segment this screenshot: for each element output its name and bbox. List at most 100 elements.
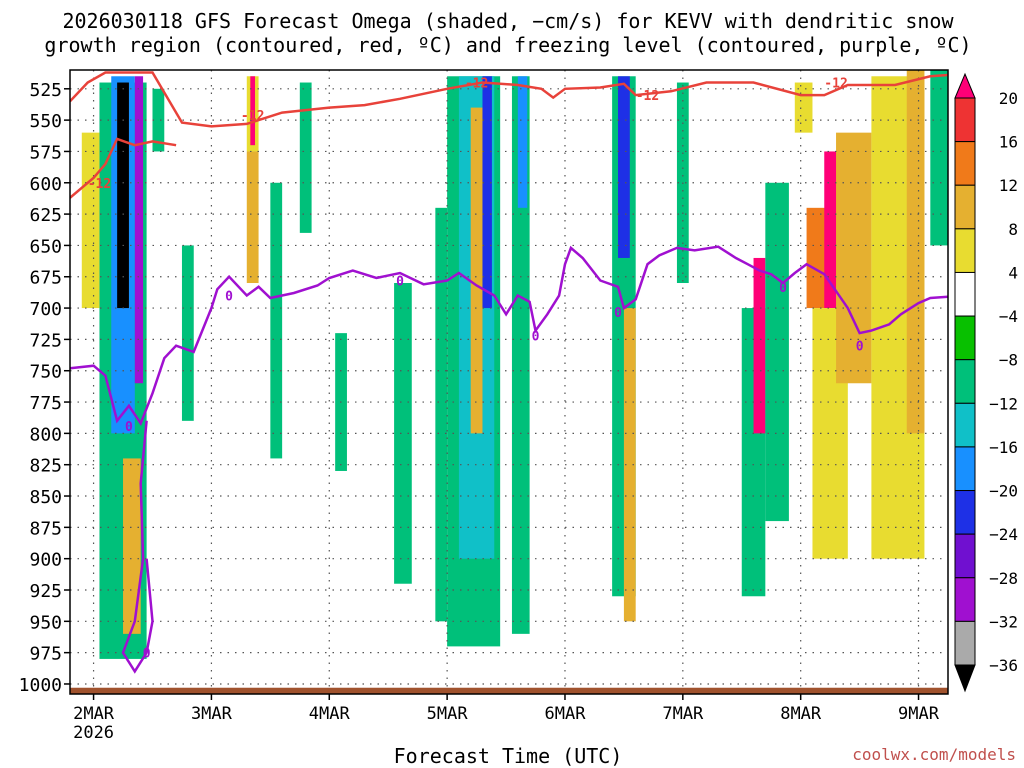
- dgz-contour-label: -12: [88, 177, 111, 192]
- colorbar-label: −24: [989, 525, 1018, 544]
- omega-region: [246, 151, 259, 284]
- y-tick-label: 550: [29, 111, 62, 132]
- omega-region: [435, 207, 448, 622]
- colorbar-swatch: [954, 402, 976, 448]
- colorbar-swatch: [954, 359, 976, 404]
- colorbar-label: 16: [999, 133, 1018, 152]
- omega-region: [81, 132, 100, 309]
- dgz-contour-label: -12: [241, 109, 264, 124]
- omega-region: [906, 70, 925, 434]
- x-tick-year-label: 2026: [73, 723, 114, 743]
- x-tick-label: 2MAR: [73, 704, 115, 724]
- omega-region: [250, 76, 256, 146]
- omega-region: [794, 82, 813, 133]
- colorbar-label: 20: [999, 89, 1018, 108]
- x-tick-label: 4MAR: [309, 704, 351, 724]
- freezing-contour-label: 0: [614, 306, 622, 321]
- colorbar-label: −8: [999, 351, 1018, 370]
- omega-region: [511, 76, 530, 634]
- x-tick-label: 3MAR: [191, 704, 233, 724]
- omega-region: [618, 76, 630, 258]
- plot-area: -12 -12 -12 -12 -12 0 0 0 0 0 0 0 0: [70, 70, 948, 694]
- freezing-contour-label: 0: [143, 647, 151, 662]
- colorbar-label: −20: [989, 482, 1018, 501]
- freezing-contour-label: 0: [225, 290, 233, 305]
- omega-region: [299, 82, 312, 233]
- omega-region: [123, 458, 141, 634]
- omega-region: [753, 257, 766, 434]
- chart-title-line-1: 2026030118 GFS Forecast Omega (shaded, −…: [62, 9, 954, 33]
- dgz-contour-label: -12: [824, 77, 847, 92]
- y-tick-label: 675: [29, 268, 62, 289]
- freezing-contour-label: 0: [532, 330, 540, 345]
- y-axis-ticks: 525 550 575 600 625 650 675 700 725 750 775 800 825 8…: [19, 80, 70, 696]
- colorbar-swatch: [954, 533, 976, 579]
- omega-region: [270, 182, 283, 459]
- y-tick-label: 875: [29, 518, 62, 539]
- colorbar-swatch: [954, 577, 976, 622]
- freezing-contour-label: 0: [856, 340, 864, 355]
- y-tick-label: 650: [29, 236, 62, 257]
- omega-region: [623, 308, 636, 622]
- colorbar-label: −36: [989, 656, 1018, 675]
- colorbar-label: −4: [999, 307, 1018, 326]
- chart-title-line-2: growth region (contoured, red, ºC) and f…: [44, 33, 971, 57]
- y-tick-label: 1000: [19, 675, 62, 696]
- colorbar-bottom-arrow: [954, 664, 976, 693]
- y-tick-label: 750: [29, 362, 62, 383]
- y-tick-label: 950: [29, 612, 62, 633]
- colorbar-swatch: [954, 490, 976, 535]
- omega-shading: [81, 70, 948, 659]
- colorbar-swatch: [954, 271, 976, 317]
- omega-region: [765, 182, 789, 522]
- x-axis-label: Forecast Time (UTC): [394, 744, 623, 768]
- y-tick-label: 825: [29, 456, 62, 477]
- colorbar-swatch: [954, 97, 976, 143]
- x-tick-label: 6MAR: [545, 704, 587, 724]
- omega-region: [134, 76, 144, 384]
- omega-region: [517, 76, 528, 208]
- y-tick-label: 700: [29, 299, 62, 320]
- omega-region: [117, 82, 129, 309]
- dgz-contour-label: -12: [465, 77, 488, 92]
- x-tick-label: 7MAR: [662, 704, 704, 724]
- colorbar-swatch: [954, 620, 976, 666]
- omega-region: [152, 88, 165, 152]
- colorbar-swatch: [954, 228, 976, 273]
- plot-frame: [69, 69, 949, 695]
- omega-region: [394, 283, 412, 584]
- omega-region: [470, 107, 483, 434]
- y-tick-label: 625: [29, 205, 62, 226]
- colorbar-swatch: [954, 315, 976, 361]
- y-tick-label: 525: [29, 80, 62, 101]
- freezing-contour-label: 0: [779, 281, 787, 296]
- colorbar-label: −32: [989, 612, 1018, 631]
- colorbar-label: 8: [1008, 220, 1018, 239]
- dgz-contour-label: -12: [636, 89, 659, 104]
- y-tick-label: 925: [29, 581, 62, 602]
- source-credit: coolwx.com/models: [852, 745, 1016, 764]
- y-tick-label: 575: [29, 142, 62, 163]
- x-tick-label: 9MAR: [898, 704, 940, 724]
- colorbar: 20 16 12 8 4 −4 −8 −12 −16 −20 −24 −28 −32 −36: [954, 72, 1018, 693]
- freezing-level-lower-contour: [121, 420, 154, 674]
- y-tick-label: 725: [29, 330, 62, 351]
- terrain-ground: [70, 687, 948, 694]
- x-tick-label: 5MAR: [427, 704, 469, 724]
- omega-region: [181, 245, 194, 421]
- omega-region: [482, 76, 492, 309]
- colorbar-label: −28: [989, 569, 1018, 588]
- y-tick-label: 900: [29, 550, 62, 571]
- dgz-contour-lower: [70, 137, 177, 199]
- colorbar-top-arrow: [954, 72, 976, 99]
- x-tick-label: 8MAR: [780, 704, 822, 724]
- colorbar-label: −16: [989, 438, 1018, 457]
- colorbar-swatch: [954, 446, 976, 492]
- omega-region: [836, 132, 872, 384]
- colorbar-label: 4: [1008, 263, 1018, 282]
- colorbar-label: −12: [989, 394, 1018, 413]
- colorbar-swatch: [954, 141, 976, 186]
- y-tick-label: 975: [29, 644, 62, 665]
